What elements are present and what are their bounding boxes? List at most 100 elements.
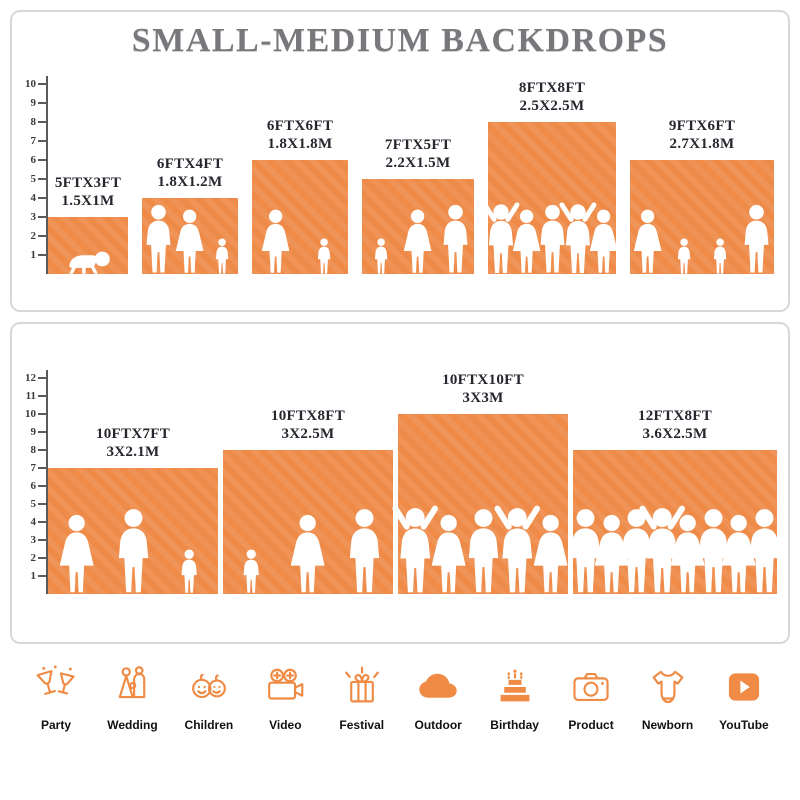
ruler-number: 4	[30, 516, 37, 528]
size-ft-label: 12FTX8FT	[637, 407, 713, 424]
bar-size-label: 8FTX8FT 2.5X2.5M	[519, 79, 585, 117]
ruler-number: 5	[30, 498, 37, 510]
ruler-number: 6	[30, 480, 37, 492]
child-silhouette	[711, 238, 729, 274]
category-outdoor: Outdoor	[404, 664, 472, 732]
ruler-number: 10	[25, 78, 36, 90]
ruler-tick	[38, 521, 46, 523]
ruler-number: 8	[30, 444, 37, 456]
ruler-number: 7	[30, 135, 37, 147]
woman-silhouette	[630, 209, 665, 274]
size-m-label: 3X2.1M	[106, 444, 160, 461]
size-ft-label: 5FTX3FT	[54, 174, 122, 191]
bar-size-label: 10FTX8FT 3X2.5M	[271, 407, 345, 445]
category-label: Wedding	[107, 718, 158, 732]
page-title: SMALL-MEDIUM BACKDROPS	[131, 22, 669, 59]
category-label: YouTube	[719, 718, 769, 732]
size-ft-label: 6FTX6FT	[266, 117, 334, 134]
category-label: Party	[40, 718, 72, 732]
panel-medium-large-backdrops: 1 2 3 4 5 6 7 8 9 10 11 12 10FTX7FT 3X2.1M 10FTX8FT 3X2…	[10, 322, 790, 644]
size-m-label: 3X2.5M	[281, 426, 335, 443]
ruler-number: 7	[30, 462, 37, 474]
ruler-tick	[38, 449, 46, 451]
category-festival: Festival	[328, 664, 396, 732]
ruler-tick	[38, 254, 46, 256]
bar-size-label: 5FTX3FT 1.5X1M	[55, 174, 121, 212]
bar-size-label: 12FTX8FT 3.6X2.5M	[638, 407, 712, 445]
size-ft-label: 9FTX6FT	[668, 117, 736, 134]
child-silhouette	[240, 549, 262, 594]
ruler-number: 9	[30, 426, 37, 438]
category-wedding: Wedding	[98, 664, 166, 732]
ruler-axis	[46, 370, 48, 594]
size-ft-label: 10FTX10FT	[442, 371, 524, 388]
newborn-icon	[645, 664, 691, 710]
child-silhouette	[675, 238, 693, 274]
child-silhouette	[372, 238, 390, 274]
child-silhouette	[213, 238, 231, 274]
festival-icon	[339, 664, 385, 710]
ruler-tick	[38, 431, 46, 433]
baby-silhouette	[66, 250, 111, 274]
size-ft-label: 10FTX7FT	[95, 425, 171, 442]
ruler-axis	[46, 76, 48, 274]
ruler-tick	[38, 503, 46, 505]
party-icon	[33, 664, 79, 710]
ruler-number: 11	[25, 390, 36, 402]
child-silhouette	[178, 549, 200, 594]
category-label: Product	[568, 718, 614, 732]
size-ft-label: 7FTX5FT	[384, 136, 452, 153]
birthday-icon	[492, 664, 538, 710]
medium-large-backdrops-chart: 1 2 3 4 5 6 7 8 9 10 11 12 10FTX7FT 3X2.1M 10FTX8FT 3X2…	[20, 362, 782, 594]
backdrop-bar	[252, 160, 348, 274]
woman-silhouette	[55, 514, 98, 594]
ruler-tick	[38, 197, 46, 199]
video-icon	[262, 664, 308, 710]
bar-size-label: 10FTX7FT 3X2.1M	[96, 425, 170, 463]
size-m-label: 2.7X1.8M	[669, 136, 735, 153]
ruler-tick	[38, 159, 46, 161]
ruler-number: 6	[30, 154, 37, 166]
size-m-label: 1.8X1.2M	[157, 174, 223, 191]
man-silhouette	[343, 508, 386, 594]
man-silhouette	[739, 204, 774, 274]
wedding-icon	[109, 664, 155, 710]
ruler-tick	[38, 467, 46, 469]
ruler-tick	[38, 235, 46, 237]
category-youtube: YouTube	[710, 664, 778, 732]
ruler-tick	[38, 485, 46, 487]
category-icon-row: Party Wedding Children Video Festival Outdoor…	[22, 664, 778, 732]
size-ft-label: 10FTX8FT	[270, 407, 346, 424]
ruler-number: 2	[30, 552, 37, 564]
woman-silhouette	[586, 209, 621, 274]
bar-size-label: 6FTX4FT 1.8X1.2M	[157, 155, 223, 193]
ruler-tick	[38, 140, 46, 142]
bar-size-label: 6FTX6FT 1.8X1.8M	[267, 117, 333, 155]
ruler-number: 9	[30, 97, 37, 109]
ruler-number: 3	[30, 534, 37, 546]
man-silhouette	[438, 204, 473, 274]
ruler-tick	[38, 557, 46, 559]
ruler-tick	[38, 575, 46, 577]
category-birthday: Birthday	[481, 664, 549, 732]
man-silhouette	[743, 508, 786, 594]
category-label: Video	[269, 718, 302, 732]
ruler-tick	[38, 216, 46, 218]
ruler-number: 8	[30, 116, 37, 128]
size-ft-label: 8FTX8FT	[518, 79, 586, 96]
panel-small-medium-backdrops: SMALL-MEDIUM BACKDROPS 1 2 3 4 5 6 7 8 9 10 5FTX3F…	[10, 10, 790, 312]
woman-silhouette	[172, 209, 207, 274]
ruler-tick	[38, 121, 46, 123]
size-m-label: 3.6X2.5M	[642, 426, 708, 443]
category-label: Birthday	[490, 718, 539, 732]
woman-silhouette	[400, 209, 435, 274]
size-ft-label: 6FTX4FT	[156, 155, 224, 172]
ruler-tick	[38, 377, 46, 379]
category-party: Party	[22, 664, 90, 732]
ruler-tick	[38, 395, 46, 397]
bar-size-label: 10FTX10FT 3X3M	[442, 371, 524, 409]
ruler-tick	[38, 83, 46, 85]
category-label: Newborn	[641, 718, 694, 732]
size-m-label: 2.5X2.5M	[519, 98, 585, 115]
